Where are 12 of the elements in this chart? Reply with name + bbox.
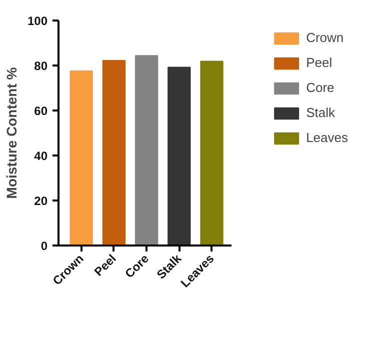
legend-label: Crown [306,30,344,45]
legend-label: Stalk [306,105,335,120]
legend-label: Peel [306,55,332,70]
y-axis-title: Moisture Content % [3,66,20,199]
y-tick-label: 20 [34,194,48,208]
y-tick-label: 60 [34,104,48,118]
y-tick-label: 80 [34,59,48,73]
legend-label: Leaves [306,130,348,145]
y-tick-label: 40 [34,149,48,163]
y-tick-label: 100 [27,14,48,28]
y-tick-label: 0 [40,239,48,253]
legend-label: Core [306,80,334,95]
